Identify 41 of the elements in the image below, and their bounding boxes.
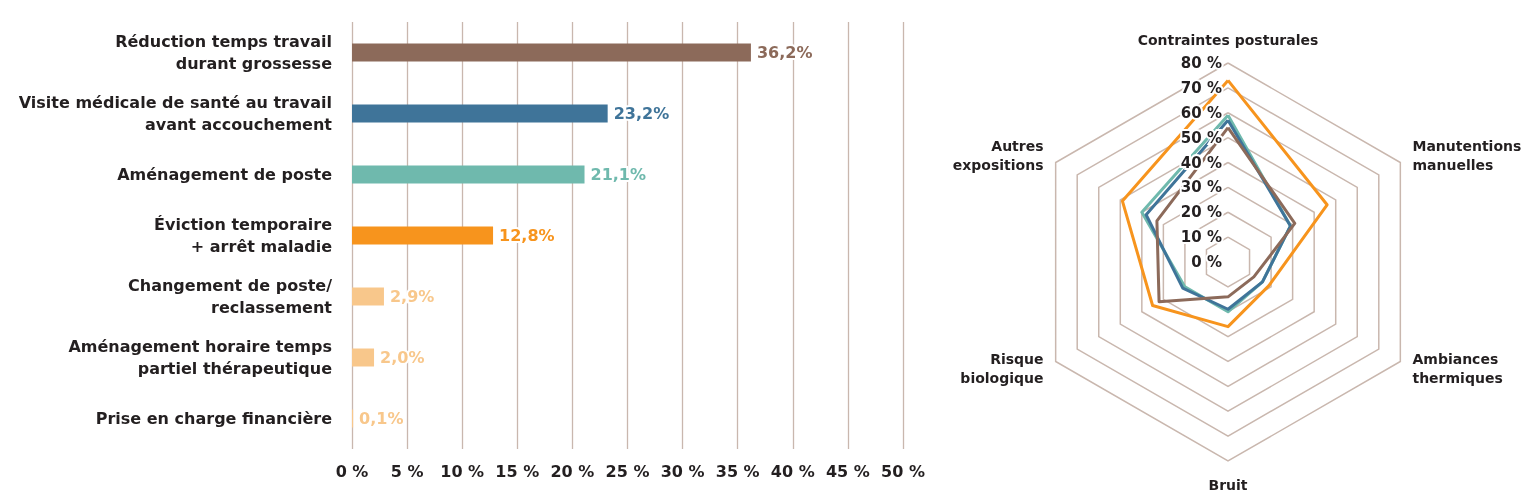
y-tick-label: Changement de poste/ reclassement [128, 276, 333, 317]
spoke-label: Risque biologique [960, 351, 1044, 386]
bar [352, 348, 375, 367]
y-tick-label: 10 % [1180, 228, 1222, 247]
x-tick-label: 30 % [660, 461, 705, 481]
spoke-label: Autres expositions [952, 138, 1044, 173]
x-tick-label: 40 % [770, 461, 815, 481]
x-tick-label: 15 % [495, 461, 540, 481]
y-tick-label: 70 % [1180, 78, 1222, 97]
y-tick-label: Aménagement de poste [117, 165, 333, 184]
x-tick-label: 20 % [550, 461, 595, 481]
y-tick-label: Réduction temps travail durant grossesse [115, 32, 333, 73]
bar [352, 165, 585, 184]
y-tick-label: 80 % [1180, 54, 1222, 72]
y-tick-label: 20 % [1180, 203, 1222, 222]
y-tick-label: Visite médicale de santé au travail avant accouchement [18, 93, 333, 134]
y-tick-label: Prise en charge financière [95, 409, 333, 428]
y-tick-label: 30 % [1180, 178, 1222, 197]
x-tick-label: 45 % [825, 461, 870, 481]
y-tick-label: Aménagement horaire temps partiel thérapeutique [68, 337, 333, 378]
x-tick-label: 35 % [715, 461, 760, 481]
data-label: 23,2% [613, 104, 670, 123]
bar [352, 104, 608, 123]
spoke-label: Contraintes posturales [1137, 31, 1319, 48]
x-tick-label: 5 % [390, 461, 424, 481]
bar [352, 226, 494, 245]
spoke-label: Manutentions manuelles [1412, 138, 1522, 173]
data-label: 12,8% [499, 226, 555, 245]
y-tick-label: 0 % [1191, 253, 1222, 271]
data-label: 0,1% [359, 409, 404, 428]
x-tick-label: 10 % [440, 461, 485, 481]
y-tick-label: Éviction temporaire + arrêt maladie [154, 215, 333, 256]
x-tick-label: 25 % [605, 461, 650, 481]
x-tick-label: 0 % [335, 461, 369, 481]
y-tick-label: 60 % [1180, 103, 1222, 122]
bar [352, 287, 384, 306]
spoke-label: Bruit [1208, 476, 1248, 491]
bar [352, 43, 751, 62]
spoke-label: Ambiances thermiques [1412, 351, 1503, 386]
x-tick-label: 50 % [881, 461, 925, 481]
data-label: 36,2% [756, 43, 813, 62]
